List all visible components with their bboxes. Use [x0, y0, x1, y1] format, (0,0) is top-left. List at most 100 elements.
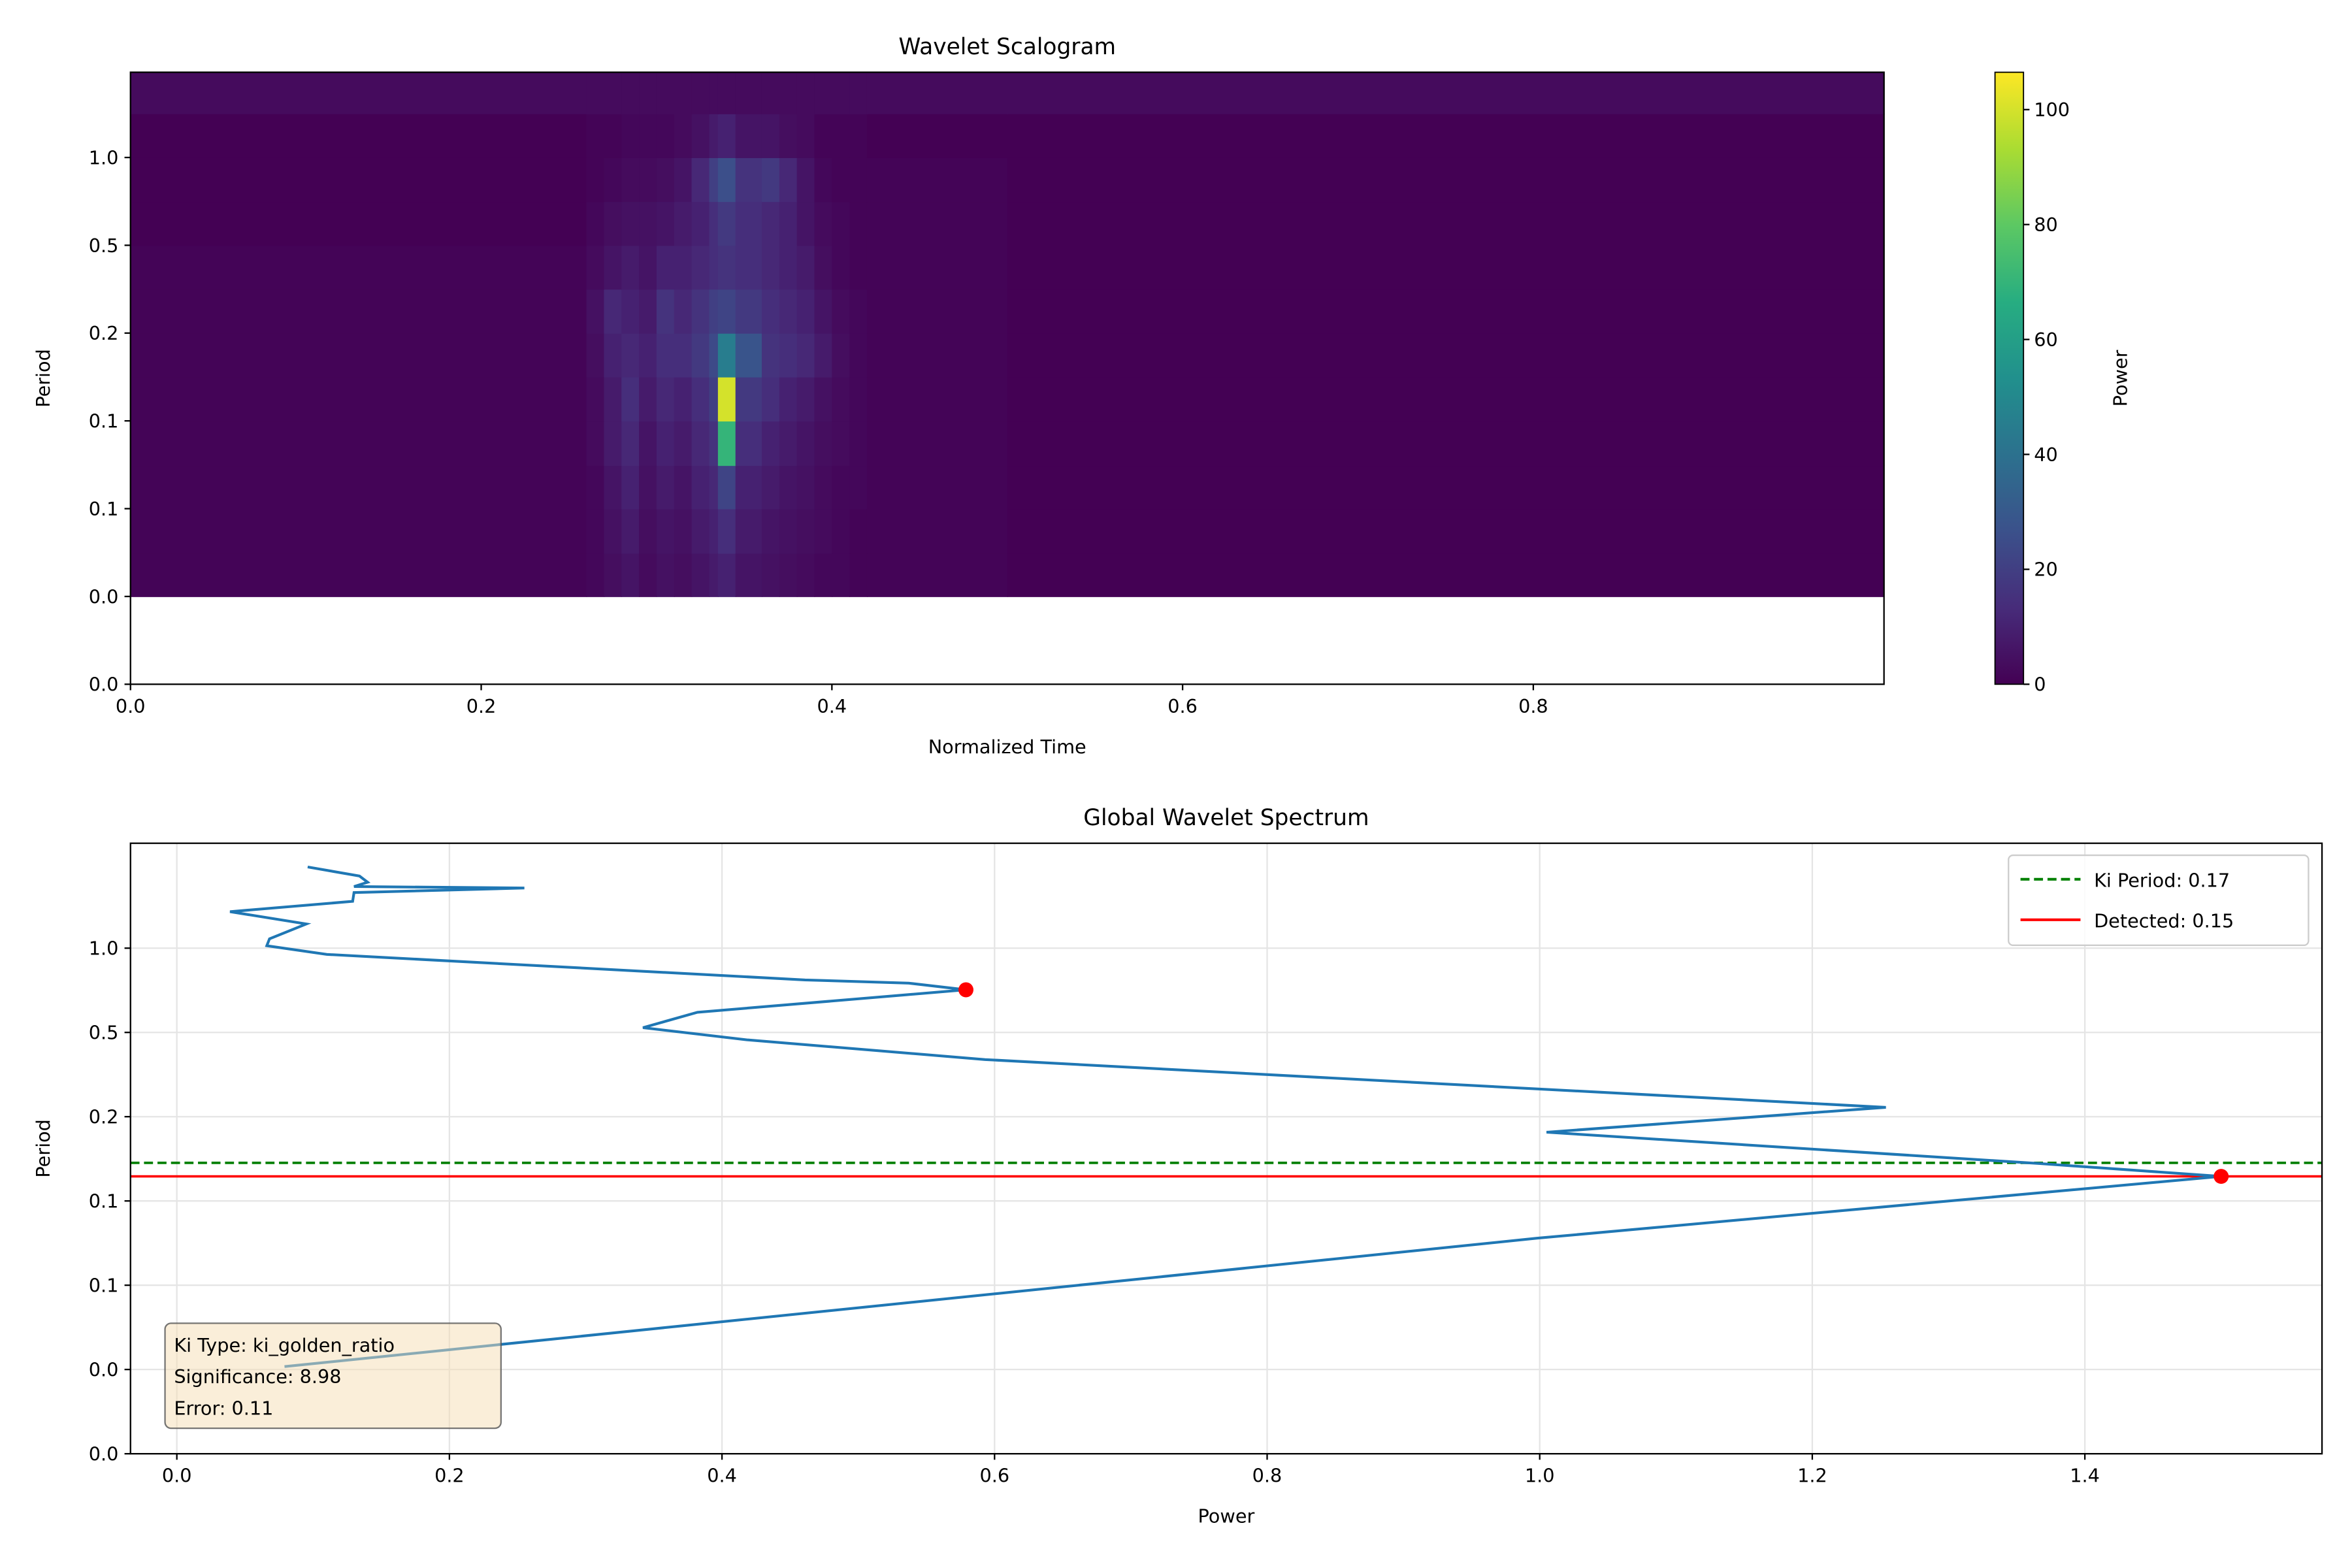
heat-cell [656, 421, 675, 466]
heat-cell [621, 376, 640, 422]
heat-cell [814, 245, 833, 290]
y-tick-label: 0.0 [89, 1443, 119, 1465]
heat-cell [621, 245, 640, 290]
heat-cell [796, 201, 815, 246]
legend-label: Ki Period: 0.17 [2094, 869, 2230, 891]
plot-frame [129, 71, 1885, 685]
heat-cell [779, 376, 798, 422]
heat-cell [779, 113, 798, 158]
heat-cell [639, 72, 657, 114]
heat-cell [735, 201, 762, 246]
heat-cell [849, 553, 868, 597]
heat-cell [832, 553, 851, 597]
heat-cell [691, 553, 710, 597]
x-tick-label: 0.8 [1518, 695, 1548, 717]
heat-cell [796, 376, 815, 422]
heat-cell [735, 289, 762, 334]
heat-cell [621, 333, 640, 378]
heat-cell [866, 289, 1008, 334]
colorbar-tick-label: 80 [2034, 214, 2058, 236]
heat-cell [709, 333, 719, 378]
heat-cell [866, 113, 1008, 158]
heat-cell [586, 508, 605, 554]
y-tick-label: 0.1 [89, 498, 119, 520]
heat-cell [814, 508, 833, 554]
heat-cell [814, 113, 833, 158]
heat-cell [130, 553, 587, 597]
heat-cell [1007, 508, 1885, 554]
annotation-text: Ki Type: ki_golden_ratio [174, 1334, 395, 1356]
heat-cell [709, 465, 719, 510]
colorbar-tick-label: 0 [2034, 674, 2046, 696]
heat-cell [796, 421, 815, 466]
heat-cell [621, 113, 640, 158]
heat-cell [849, 157, 868, 203]
x-tick-label: 1.2 [1797, 1465, 1827, 1487]
heat-cell [814, 289, 833, 334]
heat-cell [709, 508, 719, 554]
y-tick-label: 0.0 [89, 1358, 119, 1380]
heat-cell [814, 157, 833, 203]
heat-cell [674, 289, 693, 334]
heat-cell [717, 553, 736, 597]
heat-cell [586, 553, 605, 597]
heat-cell [832, 72, 851, 114]
heat-cell [674, 72, 693, 114]
heat-cell [717, 421, 736, 466]
spectrum-line [229, 865, 2221, 1368]
heat-cell [796, 333, 815, 378]
colorbar-tick-label: 100 [2034, 99, 2070, 121]
x-axis-label: Normalized Time [928, 736, 1086, 758]
heat-cell [717, 376, 736, 422]
heat-cell [639, 289, 657, 334]
heat-cell [691, 421, 710, 466]
y-tick-label: 1.0 [89, 938, 119, 960]
heat-cell [717, 157, 736, 203]
heat-cell [832, 508, 851, 554]
heat-cell [674, 553, 693, 597]
heat-cell [639, 333, 657, 378]
heat-cell [639, 157, 657, 203]
heat-cell [656, 465, 675, 510]
x-tick-label: 0.6 [1168, 695, 1198, 717]
heat-cell [639, 421, 657, 466]
heat-cell [735, 157, 762, 203]
colorbar [1994, 71, 2025, 685]
heat-cell [866, 333, 1008, 378]
heat-cell [866, 553, 1008, 597]
heat-cell [586, 333, 605, 378]
heat-cell [691, 245, 710, 290]
heat-cell [761, 508, 780, 554]
heat-cell [604, 245, 623, 290]
heat-cell [639, 201, 657, 246]
peak-marker [2213, 1169, 2229, 1184]
heat-cell [709, 245, 719, 290]
heat-cell [639, 245, 657, 290]
heat-cell [1007, 421, 1885, 466]
heat-cell [691, 289, 710, 334]
heat-cell [849, 421, 868, 466]
heat-cell [1007, 157, 1885, 203]
heat-cell [130, 113, 587, 158]
heat-cell [761, 553, 780, 597]
y-tick-label: 0.0 [89, 674, 119, 696]
x-axis-label: Power [1198, 1505, 1255, 1527]
y-tick-label: 0.5 [89, 1022, 119, 1044]
heat-cell [717, 245, 736, 290]
heat-cell [656, 157, 675, 203]
annotation-box [164, 1322, 502, 1429]
heat-cell [866, 72, 1008, 114]
heat-cell [130, 333, 587, 378]
heat-cell [814, 376, 833, 422]
heat-cell [735, 72, 762, 114]
heat-cell [735, 376, 762, 422]
heat-cell [586, 465, 605, 510]
heat-cell [1007, 72, 1885, 114]
annotation-text: Error: 0.11 [174, 1397, 273, 1419]
heat-cell [586, 245, 605, 290]
heat-cell [586, 113, 605, 158]
heat-cell [735, 113, 762, 158]
heat-cell [717, 508, 736, 554]
heat-cell [761, 465, 780, 510]
